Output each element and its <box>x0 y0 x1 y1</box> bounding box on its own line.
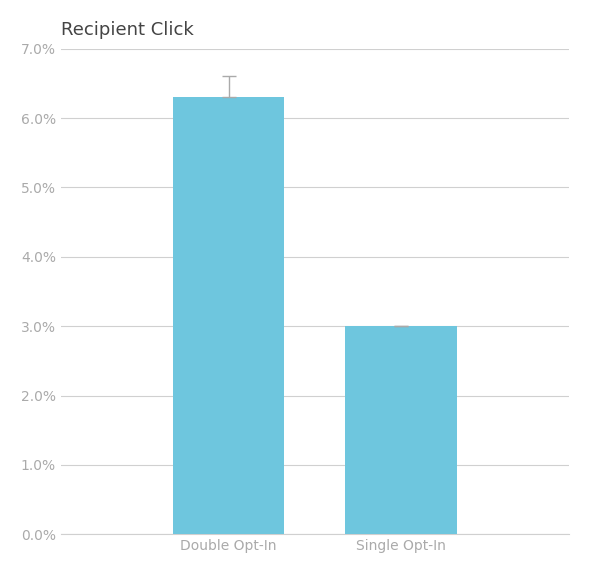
Text: Recipient Click: Recipient Click <box>61 21 194 39</box>
Bar <box>173 97 284 534</box>
Bar <box>346 326 457 534</box>
